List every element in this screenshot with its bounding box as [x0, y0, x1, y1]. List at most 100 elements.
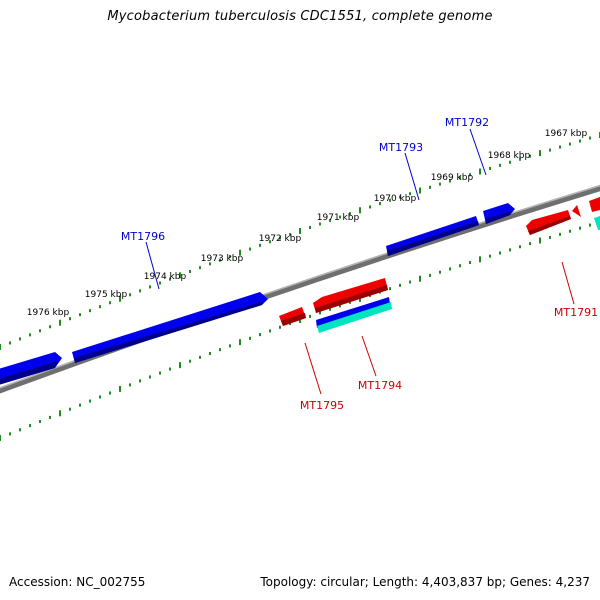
gene-arrow-MT1793-shade	[387, 221, 479, 256]
scale-minor-tick	[139, 379, 141, 383]
scale-minor-tick	[429, 273, 431, 277]
genome-title: Mycobacterium tuberculosis CDC1551, comp…	[107, 9, 493, 24]
scale-minor-tick	[409, 192, 411, 196]
gene-arrow-small-marker[interactable]	[572, 205, 581, 217]
scale-minor-tick	[499, 163, 501, 167]
genome-summary-text: Topology: circular; Length: 4,403,837 bp…	[260, 575, 590, 589]
scale-minor-tick	[189, 269, 191, 273]
scale-minor-tick	[19, 337, 21, 341]
scale-minor-tick	[579, 139, 581, 143]
scale-minor-tick	[279, 236, 281, 240]
scale-minor-tick	[349, 300, 351, 304]
scale-minor-tick	[529, 154, 531, 158]
scale-minor-tick	[79, 403, 81, 407]
scale-minor-tick	[449, 267, 451, 271]
scale-minor-tick	[319, 222, 321, 226]
scale-label: 1976 kbp	[27, 308, 70, 318]
scale-minor-tick	[199, 355, 201, 359]
gene-arrow-right-edge[interactable]	[589, 197, 600, 212]
gene-label-MT1792[interactable]: MT1792	[445, 116, 489, 129]
scale-minor-tick	[339, 215, 341, 219]
scale-minor-tick	[269, 329, 271, 333]
scale-label: 1969 kbp	[431, 173, 474, 183]
scale-label: 1973 kbp	[201, 254, 244, 264]
leader-line-MT1796	[145, 241, 160, 290]
scale-minor-tick	[509, 160, 511, 164]
scale-major-tick	[239, 339, 241, 346]
gene-label-MT1791[interactable]: MT1791	[554, 306, 598, 319]
scale-minor-tick	[139, 289, 141, 293]
scale-minor-tick	[289, 322, 291, 326]
feature-bar-MT1794-cyan[interactable]	[317, 302, 392, 333]
gene-labels: MT1796 MT1793 MT1792 MT1795 MT1794 MT179…	[121, 116, 598, 412]
scale-minor-tick	[459, 264, 461, 268]
scale-minor-tick	[29, 333, 31, 337]
scale-minor-tick	[159, 371, 161, 375]
scale-minor-tick	[269, 240, 271, 244]
scale-minor-tick	[219, 348, 221, 352]
scale-minor-tick	[559, 232, 561, 236]
scale-minor-tick	[449, 179, 451, 183]
scale-label: 1975 kbp	[85, 290, 128, 300]
scale-minor-tick	[579, 226, 581, 230]
scale-minor-tick	[499, 251, 501, 255]
scale-label: 1974 kbp	[144, 272, 187, 282]
scale-minor-tick	[289, 233, 291, 237]
scale-minor-tick	[439, 270, 441, 274]
scale-major-tick	[239, 249, 241, 256]
forward-gene-track	[0, 203, 515, 385]
scale-major-tick	[119, 385, 121, 392]
gene-label-MT1793[interactable]: MT1793	[379, 141, 423, 154]
leader-line-MT1794	[361, 335, 377, 377]
scale-minor-tick	[209, 262, 211, 266]
scale-minor-tick	[219, 258, 221, 262]
scale-minor-tick	[549, 148, 551, 152]
scale-minor-tick	[589, 136, 591, 140]
gene-label-MT1795[interactable]: MT1795	[300, 399, 344, 412]
scale-major-tick	[539, 237, 541, 244]
scale-major-tick	[179, 272, 181, 279]
gene-arrow-MT1794-shade	[315, 285, 388, 313]
scale-minor-tick	[229, 254, 231, 258]
feature-bar-MT1794-blue[interactable]	[316, 297, 390, 328]
scale-minor-tick	[569, 142, 571, 146]
scale-minor-tick	[249, 336, 251, 340]
gene-label-MT1794[interactable]: MT1794	[358, 379, 402, 392]
scale-major-tick	[359, 207, 361, 214]
scale-minor-tick	[149, 375, 151, 379]
scale-major-tick	[479, 256, 481, 263]
inner-scale-track	[0, 219, 600, 441]
scale-minor-tick	[19, 428, 21, 432]
gene-label-MT1796[interactable]: MT1796	[121, 230, 165, 243]
scale-major-tick	[479, 168, 481, 175]
scale-minor-tick	[169, 277, 171, 281]
scale-minor-tick	[549, 235, 551, 239]
scale-minor-tick	[319, 311, 321, 315]
scale-label: 1967 kbp	[545, 129, 588, 139]
scale-minor-tick	[309, 225, 311, 229]
scale-major-tick	[539, 150, 541, 157]
gene-arrow-MT1792-shade	[485, 211, 512, 224]
leader-line-MT1795	[304, 342, 322, 395]
scale-minor-tick	[329, 219, 331, 223]
scale-minor-tick	[469, 173, 471, 177]
scale-minor-tick	[189, 359, 191, 363]
scale-minor-tick	[229, 344, 231, 348]
scale-minor-tick	[399, 283, 401, 287]
scale-minor-tick	[9, 341, 11, 345]
scale-minor-tick	[509, 248, 511, 252]
scale-major-tick	[419, 187, 421, 194]
scale-major-tick	[0, 344, 1, 350]
scale-major-tick	[0, 435, 1, 441]
scale-minor-tick	[369, 205, 371, 209]
feature-bar-right-edge[interactable]	[594, 216, 600, 230]
scale-minor-tick	[469, 261, 471, 265]
scale-minor-tick	[39, 329, 41, 333]
gene-arrow-MT1795-shade	[281, 313, 306, 326]
scale-minor-tick	[109, 391, 111, 395]
scale-minor-tick	[129, 383, 131, 387]
scale-minor-tick	[129, 293, 131, 297]
scale-minor-tick	[69, 317, 71, 321]
scale-minor-tick	[99, 395, 101, 399]
